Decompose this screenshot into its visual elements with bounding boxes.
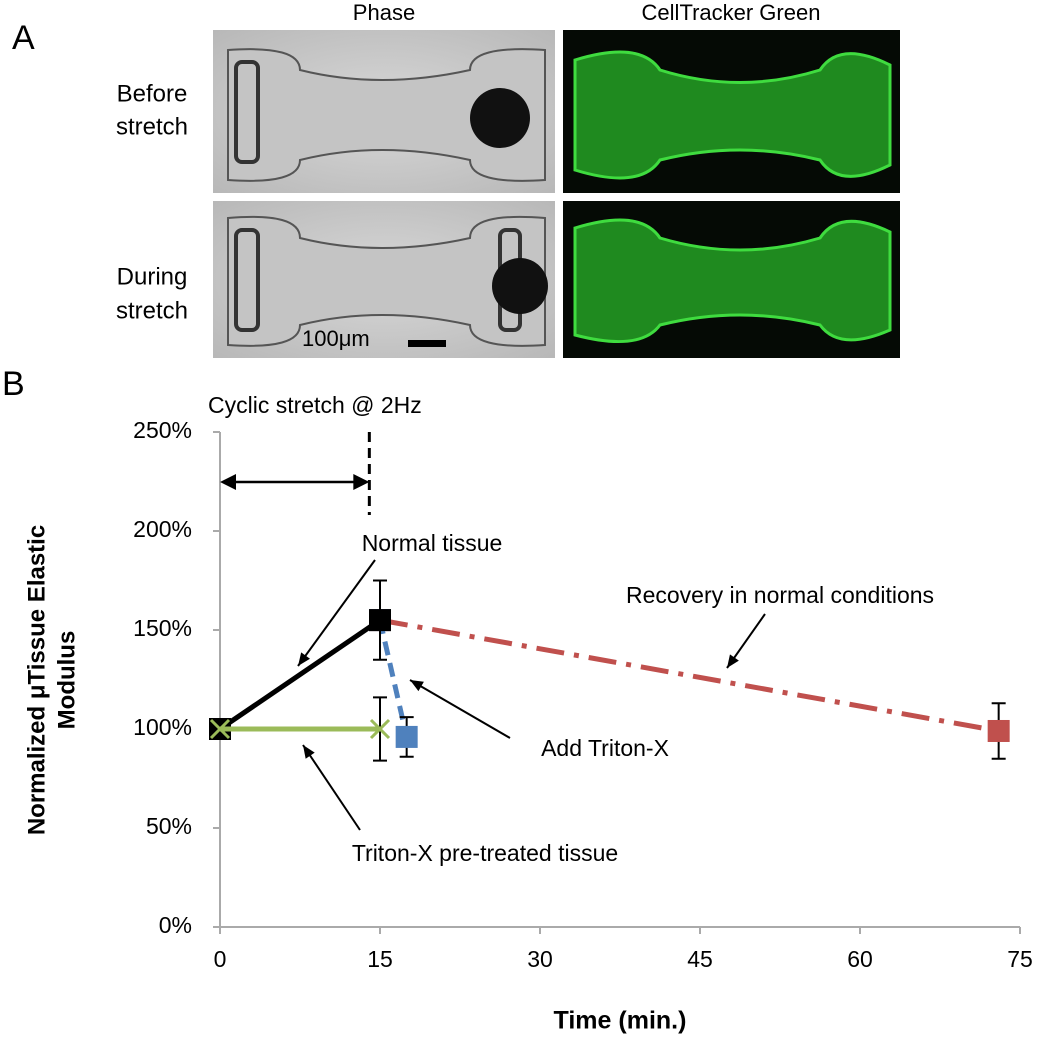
- row-label: stretch: [116, 297, 188, 324]
- series-line: [377, 619, 410, 738]
- marker: [987, 719, 1010, 742]
- panel-label: B: [2, 365, 25, 403]
- x-tick-label: 0: [214, 946, 227, 972]
- arrow-head: [727, 654, 739, 668]
- panel-a: A Phase CellTracker Green Before stretch…: [12, 0, 900, 358]
- x-tick-label: 30: [527, 946, 553, 972]
- panel-b: B 0% 50% 100% 150% 200% 250% 0 15 30 45 60 75 Time (m…: [2, 365, 1033, 1035]
- phase-image: [213, 30, 555, 193]
- x-tick-label: 60: [847, 946, 873, 972]
- series-line: [218, 618, 382, 732]
- panel-label: A: [12, 19, 35, 57]
- arrow-head: [410, 680, 424, 692]
- arrow-head: [220, 474, 370, 490]
- y-tick-label: 250%: [133, 417, 192, 443]
- column-label: Phase: [353, 0, 415, 25]
- x-tick-label: 15: [367, 946, 393, 972]
- arrow-head: [303, 745, 315, 759]
- marker: [369, 718, 391, 740]
- series-annotation: Add Triton-X: [541, 735, 669, 761]
- marker: [395, 725, 418, 748]
- arrow-head: [298, 652, 310, 666]
- marker: [209, 718, 231, 740]
- scale-bar-label: 100μm: [302, 326, 370, 351]
- annotation-arrow: [302, 744, 361, 831]
- row-label: During: [117, 263, 188, 290]
- y-axis-title: Normalized μTissue Elastic: [23, 525, 50, 835]
- fluorescence-image: [563, 30, 900, 193]
- series-line: [379, 617, 1000, 734]
- series-annotation: Triton-X pre-treated tissue: [352, 840, 618, 866]
- phase-image: 100μm: [213, 201, 555, 358]
- y-tick-label: 200%: [133, 516, 192, 542]
- fluorescence-image: [563, 201, 900, 358]
- series-annotation: Normal tissue: [362, 530, 503, 556]
- x-axis-title: Time (min.): [554, 1007, 687, 1035]
- x-tick-label: 75: [1007, 946, 1033, 972]
- y-tick-label: 100%: [133, 714, 192, 740]
- annotation-arrow: [297, 559, 376, 667]
- row-label: stretch: [116, 113, 188, 140]
- x-tick-label: 45: [687, 946, 713, 972]
- marker: [369, 609, 391, 632]
- span-label: Cyclic stretch @ 2Hz: [208, 392, 422, 418]
- column-label: CellTracker Green: [642, 0, 821, 25]
- y-axis-title: Modulus: [53, 631, 80, 730]
- y-tick-label: 0%: [159, 912, 192, 938]
- y-tick-label: 150%: [133, 615, 192, 641]
- annotation-arrow: [409, 679, 511, 739]
- y-tick-label: 50%: [146, 813, 192, 839]
- series-annotation: Recovery in normal conditions: [626, 582, 934, 608]
- row-label: Before: [117, 80, 188, 107]
